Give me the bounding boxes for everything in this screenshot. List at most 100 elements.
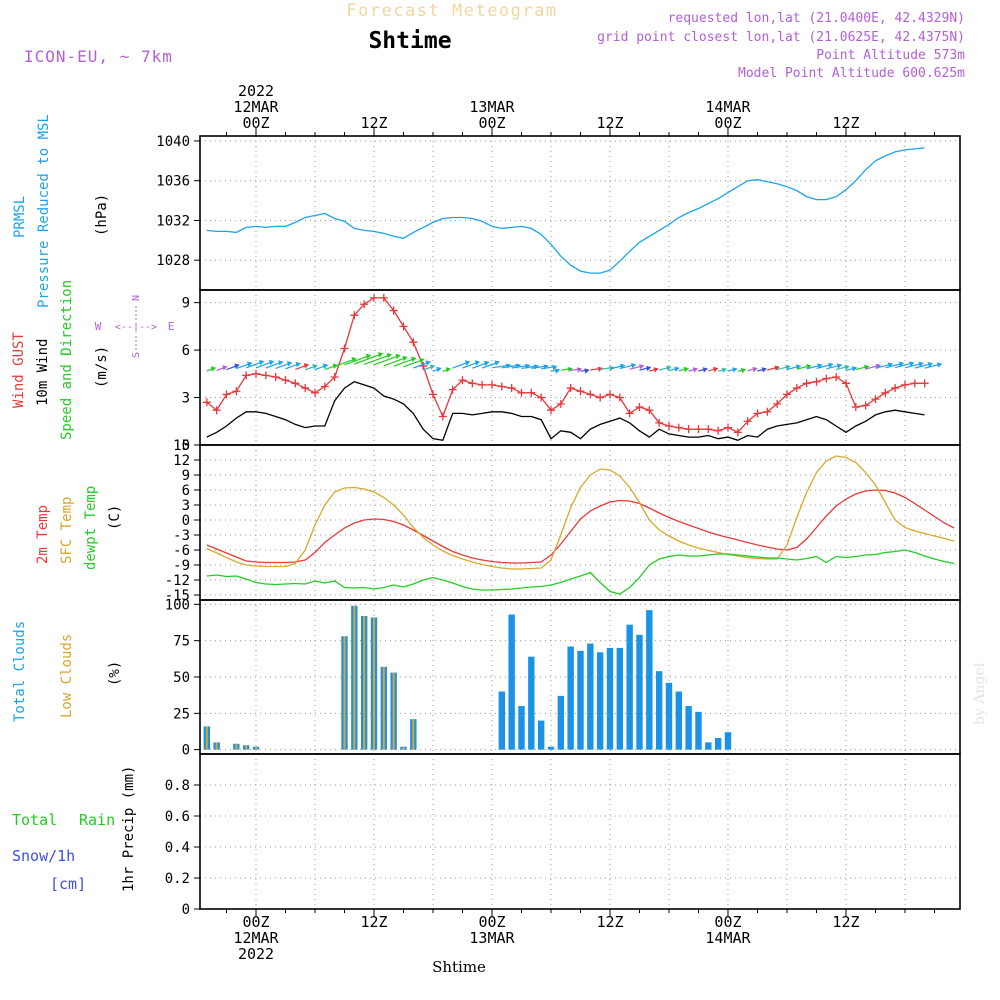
y-tick-label: 0.8 [165, 778, 190, 794]
temp-sfc-label: SFC Temp [59, 497, 75, 564]
wind-point [291, 379, 300, 388]
low-cloud-bar [412, 719, 415, 750]
total-cloud-bar [616, 647, 624, 750]
wind-point [586, 390, 595, 399]
low-cloud-bar [343, 636, 346, 750]
total-cloud-bar [675, 691, 683, 750]
wind-arrowhead [312, 363, 318, 370]
wind-arrowhead [774, 365, 780, 371]
wind-arrowhead [692, 367, 699, 373]
time-axis-label: 14MAR [705, 929, 751, 947]
wind-point [832, 372, 841, 381]
y-tick-label: 50 [173, 670, 190, 686]
wind-arrowhead [864, 364, 870, 371]
low-cloud-bar [382, 666, 385, 750]
wind-point [596, 393, 605, 402]
low-cloud-bar [392, 672, 395, 750]
y-tick-label: 12 [173, 453, 190, 469]
y-tick-label: 15 [173, 438, 190, 454]
total-cloud-bar [587, 643, 594, 750]
wind-arrowhead [465, 360, 471, 366]
wind-side-labels: Wind GUST 10m Wind Speed and Direction (… [11, 280, 174, 440]
wind-arrowhead [222, 365, 228, 371]
y-tick-label: -12 [165, 573, 190, 589]
wind-point [281, 376, 290, 385]
celsius-label: (C) [107, 505, 123, 530]
clouds-y-ticks: 0 25 50 75 100 [165, 597, 200, 759]
total-clouds-label: Total Clouds [12, 621, 28, 722]
time-axis-label: 12Z [596, 114, 623, 132]
wind-point [684, 425, 693, 434]
precip-frame [199, 753, 961, 910]
requested-coords: requested lon,lat (21.0400E, 42.4329N) [668, 11, 965, 26]
cm-label: [cm] [50, 875, 86, 893]
wind-arrowhead [844, 364, 850, 371]
wind-point [900, 380, 909, 389]
wind-point [743, 417, 752, 426]
low-cloud-bar [255, 746, 257, 750]
pressure-panel: 1028 1032 1036 1040 [156, 134, 961, 291]
wind-arrowhead [630, 363, 637, 369]
wind-gust-label: Wind GUST [11, 332, 27, 408]
wind-y-ticks: 0 3 6 9 [182, 296, 200, 454]
wind-point [704, 425, 713, 434]
wind-arrowhead [425, 360, 432, 366]
wind-point [753, 409, 762, 418]
wind-arrowhead [702, 367, 708, 373]
wind-point [674, 423, 683, 432]
wind-arrowhead [494, 360, 500, 366]
wind-arrowhead [576, 367, 583, 373]
y-tick-label: 9 [182, 296, 190, 312]
wind-arrowhead [419, 357, 425, 364]
wind-series-0 [202, 293, 929, 437]
precip-unit-label: 1hr Precip (mm) [121, 766, 137, 892]
time-axis-label: 13MAR [469, 98, 515, 116]
wind-arrowhead [713, 366, 719, 373]
pressure-line-0 [206, 147, 925, 274]
wind-arrowhead [639, 364, 645, 370]
wind-point [320, 382, 329, 391]
wind-arrowhead [619, 363, 626, 370]
panels: 10281032103610400369-15-12-9-6-303691215… [156, 134, 961, 918]
total-cloud-bar [606, 647, 614, 750]
wind-arrowhead [411, 356, 417, 362]
wind-point [635, 403, 644, 412]
y-tick-label: 75 [173, 634, 190, 650]
pressure-msl-label: Pressure Reduced to MSL [36, 114, 52, 308]
wind-arrowhead [740, 367, 747, 374]
wind-point [448, 385, 457, 394]
total-cloud-bar [596, 652, 604, 750]
wind-point [694, 425, 703, 434]
wind-arrowhead [806, 364, 812, 370]
hpa-label: (hPa) [94, 194, 110, 236]
pressure-y-ticks: 1028 1032 1036 1040 [156, 134, 200, 269]
wind-point [733, 428, 742, 437]
pressure-series-0 [206, 147, 925, 274]
y-tick-label: 1032 [156, 213, 190, 229]
y-tick-label: 3 [182, 391, 190, 407]
time-axis-label: 12MAR [233, 929, 279, 947]
time-axis-label: 2022 [238, 82, 274, 100]
wind-point [360, 300, 369, 309]
y-tick-label: 0 [182, 513, 190, 529]
wind-point [664, 422, 673, 431]
wind-point [615, 393, 624, 402]
wind-arrowhead [552, 364, 558, 371]
wind-arrowhead [887, 362, 894, 368]
temperature-line-0 [206, 489, 955, 564]
time-axis-label: 00Z [478, 114, 505, 132]
wind-point [920, 379, 929, 388]
total-cloud-bar [537, 720, 545, 750]
time-axis-label: 12Z [832, 114, 859, 132]
low-cloud-bar [205, 726, 208, 750]
wind-point [438, 412, 447, 421]
wind-arrowhead [234, 363, 240, 369]
wind-point [655, 418, 664, 427]
grid-point-coords: grid point closest lon,lat (21.0625E, 42… [597, 30, 965, 45]
compass-rose: N W <--|--> E S [95, 295, 175, 358]
wind-arrowhead [429, 364, 436, 370]
wind-point [782, 390, 791, 399]
wind-point [822, 374, 831, 383]
compass-e: E [168, 320, 175, 333]
wind-point [242, 371, 251, 380]
